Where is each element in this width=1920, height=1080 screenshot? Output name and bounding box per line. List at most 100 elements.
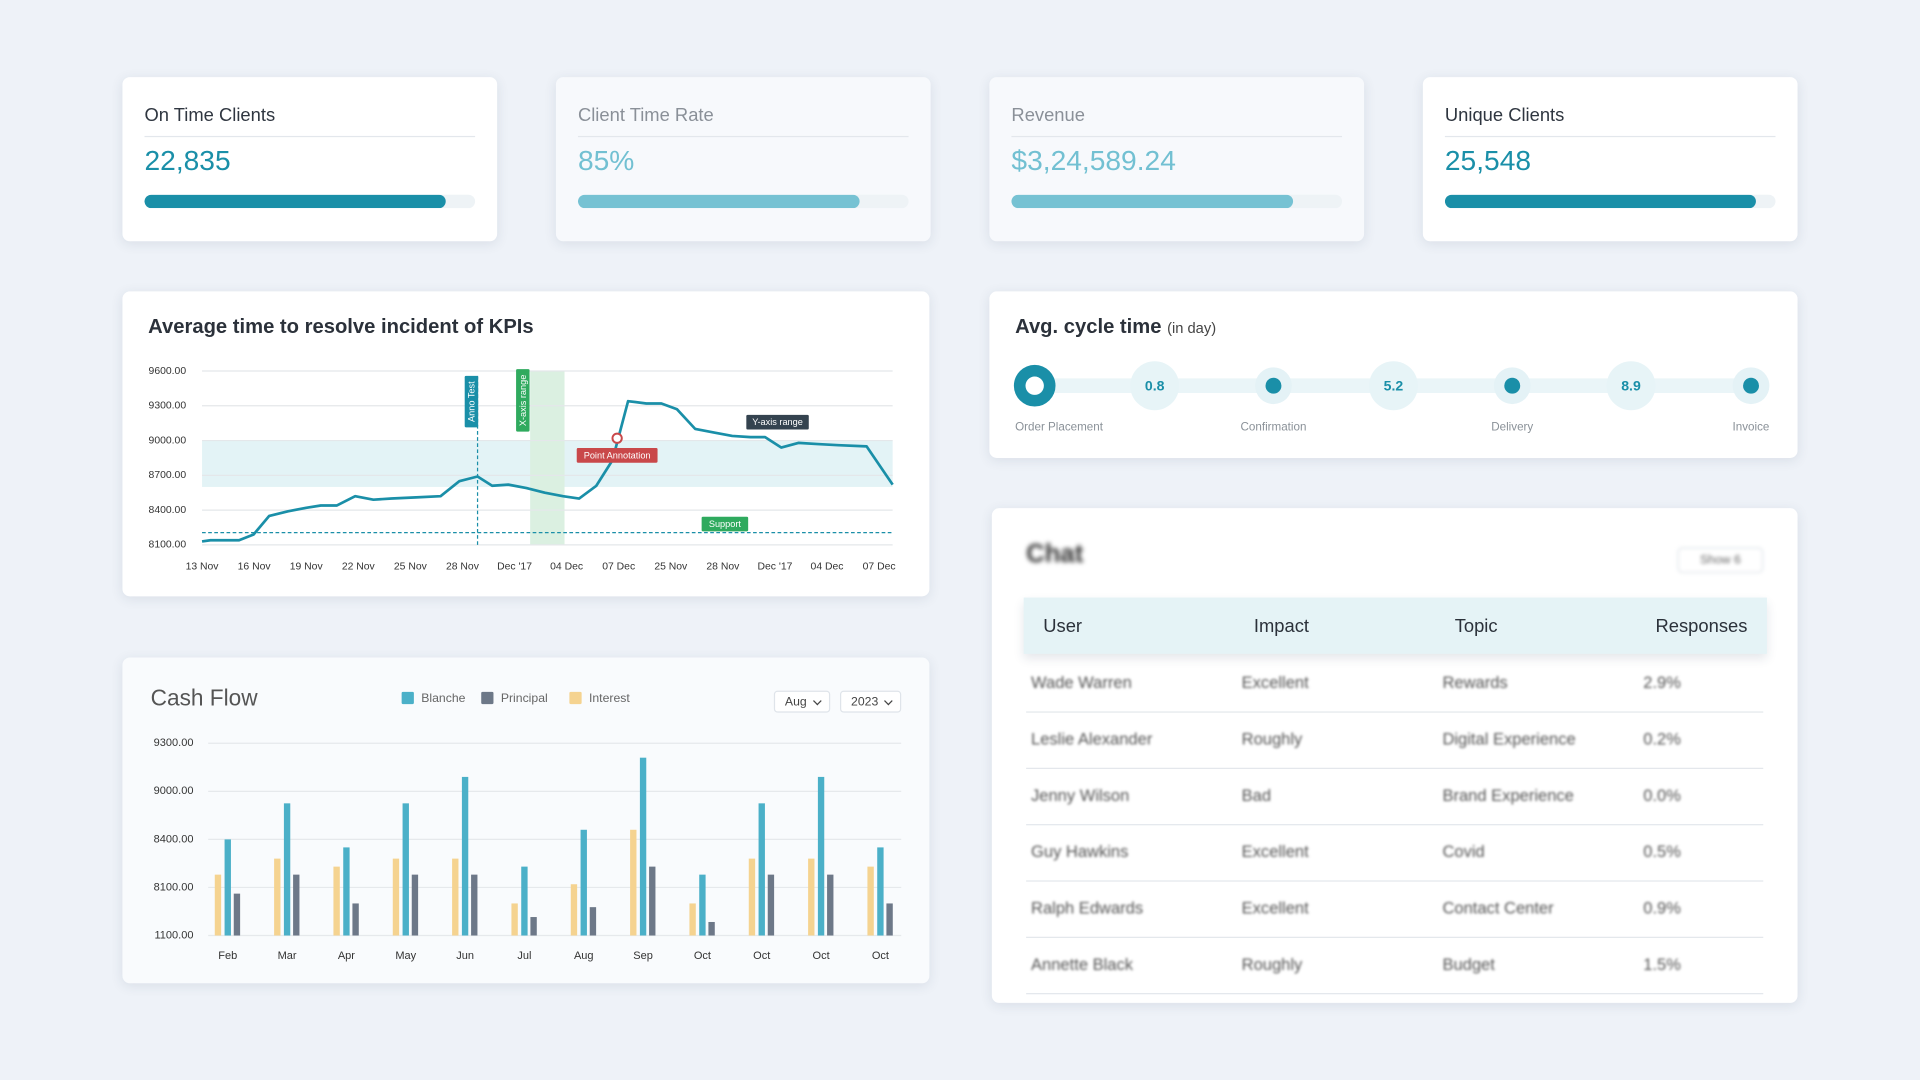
cell: Guy Hawkins bbox=[1031, 842, 1129, 861]
bar bbox=[767, 874, 775, 936]
chat-filter[interactable]: Show 6 bbox=[1677, 547, 1764, 574]
table-row: Wade Warren Excellent Rewards 2.9% bbox=[1026, 655, 1764, 713]
cell: Rewards bbox=[1442, 673, 1508, 692]
data-line bbox=[201, 399, 894, 543]
x-tick-label: 07 Dec bbox=[602, 562, 635, 573]
bar bbox=[511, 903, 518, 936]
cell: 0.0% bbox=[1643, 786, 1681, 805]
y-tick-label: 8400.00 bbox=[154, 833, 194, 845]
anno-label-box bbox=[464, 375, 479, 428]
kpi-title: Unique Clients bbox=[1444, 105, 1565, 127]
legend-label: Principal bbox=[501, 691, 548, 705]
bar bbox=[283, 803, 291, 936]
kpi-title: Client Time Rate bbox=[577, 105, 714, 127]
bar bbox=[808, 858, 815, 936]
table-row: Guy Hawkins Excellent Covid 0.5% bbox=[1026, 824, 1764, 882]
x-tick-label: Oct bbox=[753, 950, 770, 962]
kpi-value: 85% bbox=[577, 144, 635, 177]
divider bbox=[1011, 135, 1343, 138]
x-tick-label: 16 Nov bbox=[238, 562, 272, 573]
bar bbox=[233, 893, 241, 936]
progress-fill bbox=[144, 194, 446, 209]
progress-track bbox=[144, 194, 476, 209]
bar bbox=[758, 803, 765, 936]
x-tick-label: 25 Nov bbox=[394, 562, 428, 573]
legend-swatch bbox=[569, 691, 582, 705]
month-dropdown[interactable]: Aug bbox=[773, 690, 831, 713]
y-range-label-text: Y-axis range bbox=[752, 417, 803, 427]
table-row: Ralph Edwards Excellent Contact Center 0.9% bbox=[1026, 880, 1764, 938]
anno-label-text: Anno Test bbox=[466, 381, 476, 422]
x-tick-label: Dec '17 bbox=[497, 562, 532, 573]
bar bbox=[293, 874, 300, 936]
bar bbox=[639, 757, 647, 936]
cell: Excellent bbox=[1241, 898, 1309, 918]
chat-title: Chat bbox=[1026, 540, 1084, 569]
x-tick-label: 19 Nov bbox=[290, 562, 324, 573]
stage-label: Delivery bbox=[1491, 420, 1533, 433]
x-tick-label: Mar bbox=[278, 950, 297, 962]
table-row: Jenny Wilson Bad Brand Experience 0.0% bbox=[1026, 768, 1764, 826]
x-range-label-box bbox=[516, 369, 530, 432]
value-node bbox=[1130, 361, 1180, 411]
bar bbox=[589, 907, 597, 936]
cell: Wade Warren bbox=[1031, 673, 1132, 692]
x-tick-label: 13 Nov bbox=[186, 562, 220, 573]
cell: 0.9% bbox=[1643, 898, 1681, 918]
bar bbox=[708, 921, 715, 936]
stage-label: Order Placement bbox=[1015, 420, 1104, 433]
bar bbox=[877, 847, 884, 936]
cell: Jenny Wilson bbox=[1031, 786, 1130, 805]
progress-track bbox=[577, 194, 909, 209]
x-tick-label: 07 Dec bbox=[863, 562, 896, 573]
year-dropdown[interactable]: 2023 bbox=[840, 690, 902, 713]
cell: Excellent bbox=[1241, 673, 1309, 692]
kpi-value: $3,24,589.24 bbox=[1011, 144, 1176, 177]
cell: 0.2% bbox=[1643, 729, 1681, 749]
bar bbox=[630, 829, 637, 936]
y-tick-label: 9000.00 bbox=[149, 435, 187, 446]
stage-node-inner bbox=[1743, 377, 1759, 394]
support-label: Support bbox=[701, 516, 749, 532]
cycle-unit: (in day) bbox=[1167, 319, 1217, 337]
stage-node-inner bbox=[1265, 377, 1282, 394]
kpi-value: 22,835 bbox=[144, 144, 231, 177]
kpi-card: Revenue $3,24,589.24 bbox=[989, 77, 1365, 242]
bar bbox=[867, 866, 874, 936]
x-tick-label: 04 Dec bbox=[811, 562, 844, 573]
bar bbox=[343, 847, 350, 936]
legend-swatch bbox=[481, 691, 494, 705]
cell: Ralph Edwards bbox=[1031, 898, 1144, 918]
bar bbox=[570, 884, 578, 936]
point-label: Point Annotation bbox=[576, 448, 658, 463]
x-tick-label: Feb bbox=[218, 950, 237, 962]
cycle-value: 0.8 bbox=[1145, 378, 1165, 394]
bar bbox=[886, 903, 893, 936]
kpi-value: 25,548 bbox=[1444, 144, 1532, 177]
bar bbox=[352, 903, 359, 936]
x-tick-label: Sep bbox=[633, 950, 653, 962]
x-tick-label: 04 Dec bbox=[550, 562, 583, 573]
support-label-text: Support bbox=[709, 519, 742, 529]
y-tick-label: 9300.00 bbox=[154, 737, 194, 749]
x-tick-label: Oct bbox=[872, 950, 889, 962]
legend-label: Interest bbox=[589, 691, 630, 705]
bar bbox=[214, 874, 222, 936]
stage-label: Invoice bbox=[1733, 420, 1770, 433]
kpi-card: Unique Clients 25,548 bbox=[1422, 77, 1798, 242]
stage-node-inner bbox=[1025, 376, 1044, 395]
cell: 0.5% bbox=[1643, 842, 1681, 861]
x-range-label: X-axis range bbox=[516, 369, 530, 432]
y-range-label: Y-axis range bbox=[746, 414, 809, 430]
x-tick-label: Aug bbox=[574, 950, 594, 962]
bar bbox=[521, 866, 528, 936]
table-row: Leslie Alexander Roughly Digital Experienc… bbox=[1026, 711, 1764, 769]
bar bbox=[530, 917, 537, 936]
y-tick-label: 9000.00 bbox=[154, 785, 194, 797]
y-tick-label: 9300.00 bbox=[149, 401, 187, 412]
column-header: Topic bbox=[1454, 615, 1498, 637]
point-annotation bbox=[611, 432, 623, 444]
cycle-title: Avg. cycle time (in day) bbox=[1015, 316, 1216, 339]
